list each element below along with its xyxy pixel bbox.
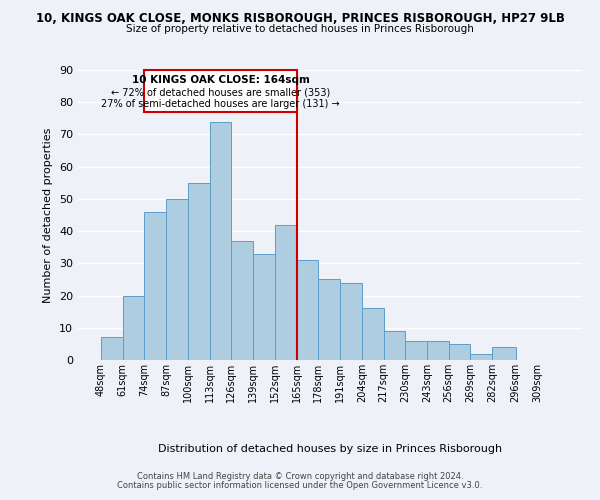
Text: 10, KINGS OAK CLOSE, MONKS RISBOROUGH, PRINCES RISBOROUGH, HP27 9LB: 10, KINGS OAK CLOSE, MONKS RISBOROUGH, P… <box>35 12 565 26</box>
Bar <box>405 340 427 360</box>
Text: ← 72% of detached houses are smaller (353): ← 72% of detached houses are smaller (35… <box>111 88 330 98</box>
Bar <box>362 308 383 360</box>
Bar <box>427 340 449 360</box>
Y-axis label: Number of detached properties: Number of detached properties <box>43 128 53 302</box>
Text: 10 KINGS OAK CLOSE: 164sqm: 10 KINGS OAK CLOSE: 164sqm <box>131 75 310 85</box>
Bar <box>296 260 318 360</box>
Bar <box>318 280 340 360</box>
Bar <box>275 224 296 360</box>
Text: Size of property relative to detached houses in Princes Risborough: Size of property relative to detached ho… <box>126 24 474 34</box>
Bar <box>145 212 166 360</box>
Bar <box>101 338 122 360</box>
Bar <box>492 347 515 360</box>
Bar <box>122 296 145 360</box>
Text: Contains public sector information licensed under the Open Government Licence v3: Contains public sector information licen… <box>118 481 482 490</box>
Bar <box>340 282 362 360</box>
Text: Contains HM Land Registry data © Crown copyright and database right 2024.: Contains HM Land Registry data © Crown c… <box>137 472 463 481</box>
Bar <box>383 331 405 360</box>
Bar <box>253 254 275 360</box>
Text: 27% of semi-detached houses are larger (131) →: 27% of semi-detached houses are larger (… <box>101 99 340 109</box>
Bar <box>449 344 470 360</box>
FancyBboxPatch shape <box>145 70 296 112</box>
Bar <box>232 241 253 360</box>
Bar <box>209 122 232 360</box>
Bar <box>188 183 209 360</box>
X-axis label: Distribution of detached houses by size in Princes Risborough: Distribution of detached houses by size … <box>158 444 502 454</box>
Bar <box>470 354 492 360</box>
Bar <box>166 199 188 360</box>
